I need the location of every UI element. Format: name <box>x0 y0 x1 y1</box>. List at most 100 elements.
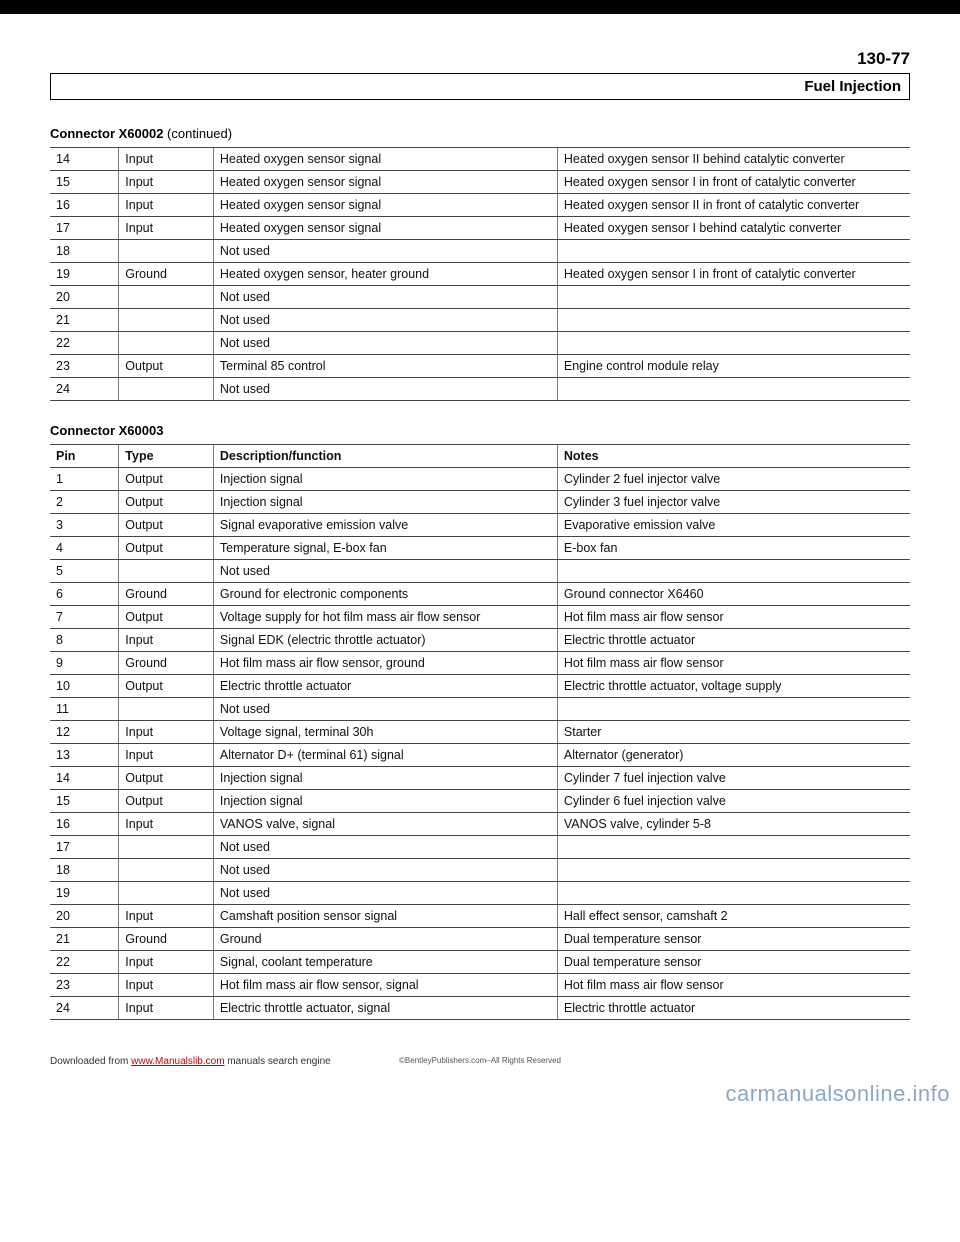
cell-desc: Not used <box>213 240 557 263</box>
cell-type: Input <box>119 951 214 974</box>
cell-desc: Hot film mass air flow sensor, ground <box>213 652 557 675</box>
cell-notes: Evaporative emission valve <box>557 514 910 537</box>
table-row: 10OutputElectric throttle actuatorElectr… <box>50 675 910 698</box>
cell-pin: 6 <box>50 583 119 606</box>
table-row: 21GroundGroundDual temperature sensor <box>50 928 910 951</box>
cell-type <box>119 332 214 355</box>
cell-notes <box>557 560 910 583</box>
table1-caption-rest: (continued) <box>163 126 232 141</box>
table2-caption-bold: Connector X60003 <box>50 423 163 438</box>
cell-desc: Heated oxygen sensor signal <box>213 217 557 240</box>
table-row: 22Not used <box>50 332 910 355</box>
cell-desc: Heated oxygen sensor signal <box>213 171 557 194</box>
cell-desc: Heated oxygen sensor, heater ground <box>213 263 557 286</box>
cell-desc: Not used <box>213 309 557 332</box>
table1-caption: Connector X60002 (continued) <box>50 126 910 141</box>
cell-pin: 22 <box>50 332 119 355</box>
cell-type: Input <box>119 171 214 194</box>
cell-pin: 8 <box>50 629 119 652</box>
footer-link[interactable]: www.Manualslib.com <box>131 1056 224 1067</box>
cell-pin: 18 <box>50 859 119 882</box>
top-black-bar <box>0 0 960 14</box>
table2-header-row: Pin Type Description/function Notes <box>50 445 910 468</box>
cell-pin: 17 <box>50 217 119 240</box>
cell-pin: 11 <box>50 698 119 721</box>
header-desc: Description/function <box>213 445 557 468</box>
cell-type: Output <box>119 491 214 514</box>
cell-pin: 14 <box>50 148 119 171</box>
cell-notes: E-box fan <box>557 537 910 560</box>
cell-type: Output <box>119 675 214 698</box>
table-row: 14OutputInjection signalCylinder 7 fuel … <box>50 767 910 790</box>
cell-type: Ground <box>119 263 214 286</box>
cell-desc: Not used <box>213 286 557 309</box>
cell-pin: 7 <box>50 606 119 629</box>
cell-type: Ground <box>119 928 214 951</box>
cell-notes: Starter <box>557 721 910 744</box>
table-row: 9GroundHot film mass air flow sensor, gr… <box>50 652 910 675</box>
table-row: 23InputHot film mass air flow sensor, si… <box>50 974 910 997</box>
cell-type: Input <box>119 148 214 171</box>
table-row: 15InputHeated oxygen sensor signalHeated… <box>50 171 910 194</box>
cell-desc: Heated oxygen sensor signal <box>213 194 557 217</box>
section-title-box: Fuel Injection <box>50 73 910 100</box>
table-row: 3OutputSignal evaporative emission valve… <box>50 514 910 537</box>
cell-notes: Heated oxygen sensor I in front of catal… <box>557 171 910 194</box>
cell-desc: Not used <box>213 560 557 583</box>
cell-desc: Signal evaporative emission valve <box>213 514 557 537</box>
cell-pin: 3 <box>50 514 119 537</box>
cell-pin: 14 <box>50 767 119 790</box>
section-title: Fuel Injection <box>59 78 901 95</box>
cell-desc: Temperature signal, E-box fan <box>213 537 557 560</box>
connector-table-2: Pin Type Description/function Notes 1Out… <box>50 444 910 1020</box>
cell-desc: Electric throttle actuator <box>213 675 557 698</box>
cell-type: Output <box>119 537 214 560</box>
cell-notes: Engine control module relay <box>557 355 910 378</box>
table-row: 20Not used <box>50 286 910 309</box>
cell-pin: 23 <box>50 355 119 378</box>
table-row: 18Not used <box>50 859 910 882</box>
table-row: 11Not used <box>50 698 910 721</box>
cell-desc: Injection signal <box>213 468 557 491</box>
cell-notes <box>557 332 910 355</box>
table-row: 16InputHeated oxygen sensor signalHeated… <box>50 194 910 217</box>
cell-desc: Not used <box>213 378 557 401</box>
cell-notes: Hot film mass air flow sensor <box>557 974 910 997</box>
footer-engine: manuals search engine <box>225 1056 331 1067</box>
cell-type: Output <box>119 514 214 537</box>
cell-pin: 5 <box>50 560 119 583</box>
cell-type: Output <box>119 790 214 813</box>
cell-desc: Voltage supply for hot film mass air flo… <box>213 606 557 629</box>
cell-notes <box>557 309 910 332</box>
footer-copyright: ©BentleyPublishers.com–All Rights Reserv… <box>399 1056 561 1065</box>
cell-desc: Terminal 85 control <box>213 355 557 378</box>
cell-type <box>119 309 214 332</box>
cell-pin: 2 <box>50 491 119 514</box>
cell-type: Input <box>119 744 214 767</box>
cell-desc: Hot film mass air flow sensor, signal <box>213 974 557 997</box>
table-row: 17Not used <box>50 836 910 859</box>
cell-type: Output <box>119 468 214 491</box>
cell-type: Input <box>119 217 214 240</box>
cell-notes <box>557 698 910 721</box>
cell-desc: Injection signal <box>213 491 557 514</box>
cell-notes: Hot film mass air flow sensor <box>557 652 910 675</box>
table-row: 17InputHeated oxygen sensor signalHeated… <box>50 217 910 240</box>
cell-notes: Heated oxygen sensor II behind catalytic… <box>557 148 910 171</box>
cell-pin: 18 <box>50 240 119 263</box>
cell-pin: 19 <box>50 882 119 905</box>
cell-pin: 23 <box>50 974 119 997</box>
cell-pin: 9 <box>50 652 119 675</box>
cell-type <box>119 240 214 263</box>
cell-type <box>119 378 214 401</box>
cell-pin: 20 <box>50 905 119 928</box>
cell-pin: 10 <box>50 675 119 698</box>
cell-type <box>119 836 214 859</box>
table-row: 1OutputInjection signalCylinder 2 fuel i… <box>50 468 910 491</box>
table-row: 19Not used <box>50 882 910 905</box>
table-row: 16InputVANOS valve, signalVANOS valve, c… <box>50 813 910 836</box>
cell-notes: Cylinder 2 fuel injector valve <box>557 468 910 491</box>
cell-pin: 21 <box>50 309 119 332</box>
cell-desc: VANOS valve, signal <box>213 813 557 836</box>
cell-type: Output <box>119 606 214 629</box>
